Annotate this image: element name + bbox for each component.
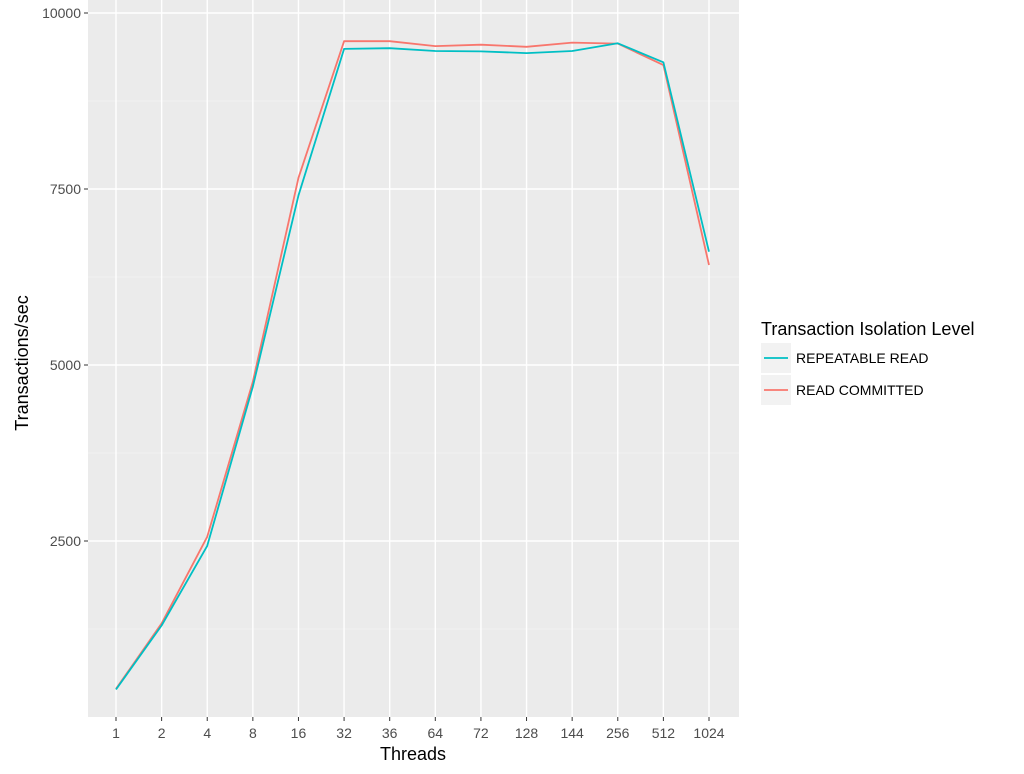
y-tick-label-3: 10000 [42,5,81,21]
legend-title: Transaction Isolation Level [761,319,974,339]
legend-label-0: REPEATABLE READ [796,350,929,366]
major-gridlines [88,0,739,717]
x-tick-label-11: 256 [606,725,630,741]
series-line-0 [115,42,710,691]
y-tick-label-2: 7500 [50,181,81,197]
plot-panel [88,0,739,717]
x-tick-label-4: 16 [291,725,307,741]
x-axis: 1 2 4 8 16 32 36 64 72 128 144 256 512 1024 [112,717,725,741]
x-tick-label-0: 1 [112,725,120,741]
x-tick-label-10: 144 [560,725,584,741]
x-axis-title: Threads [380,744,446,764]
x-tick-label-9: 128 [515,725,539,741]
x-tick-label-2: 4 [203,725,211,741]
y-tick-label-1: 5000 [50,357,81,373]
x-tick-label-12: 512 [652,725,676,741]
x-tick-label-1: 2 [158,725,166,741]
series-lines [115,40,710,691]
x-tick-label-6: 36 [382,725,398,741]
x-tick-label-13: 1024 [693,725,724,741]
y-tick-label-0: 2500 [50,533,81,549]
x-tick-label-7: 64 [428,725,444,741]
y-axis: 2500 5000 7500 10000 [42,5,88,549]
legend: Transaction Isolation Level REPEATABLE R… [761,319,974,405]
series-line-1 [115,40,710,690]
x-tick-label-8: 72 [473,725,489,741]
x-tick-label-3: 8 [249,725,257,741]
x-tick-label-5: 32 [336,725,352,741]
legend-label-1: READ COMMITTED [796,382,924,398]
minor-gridlines [88,100,739,630]
y-axis-title: Transactions/sec [12,295,32,430]
